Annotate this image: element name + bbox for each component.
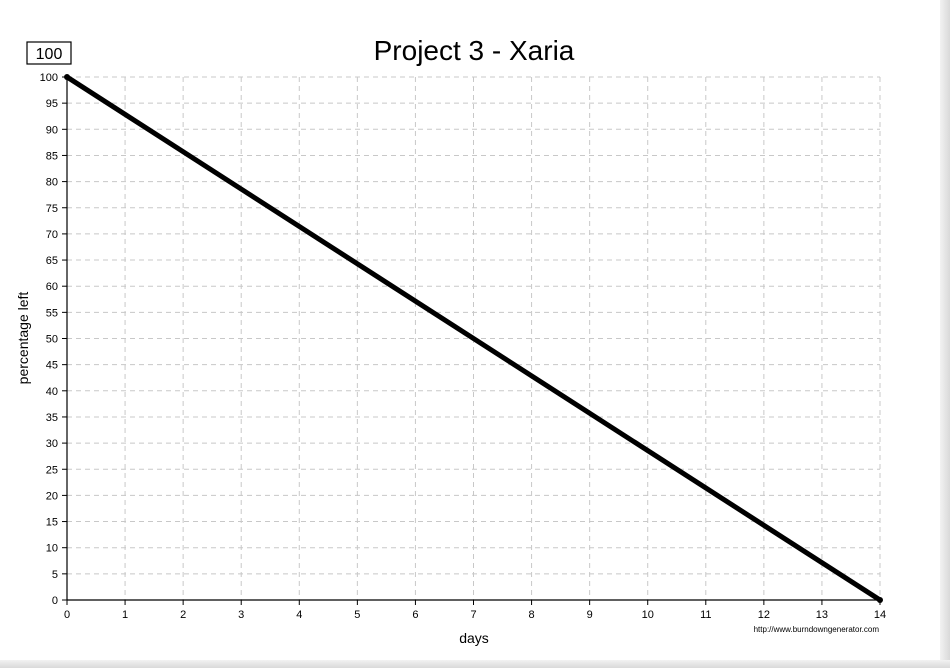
chart-title: Project 3 - Xaria <box>374 35 575 66</box>
data-point <box>64 74 70 80</box>
y-tick-label: 30 <box>46 438 58 450</box>
x-tick-label: 13 <box>816 609 828 621</box>
y-tick-label: 35 <box>46 412 58 424</box>
start-value-badge: 100 <box>36 46 63 63</box>
x-tick-label: 10 <box>642 609 654 621</box>
y-tick-label: 80 <box>46 177 58 189</box>
x-tick-label: 3 <box>238 609 244 621</box>
y-axis-title: percentage left <box>15 292 31 385</box>
x-tick-label: 2 <box>180 609 186 621</box>
x-tick-label: 0 <box>64 609 70 621</box>
series <box>64 74 883 603</box>
y-tick-label: 65 <box>46 255 58 267</box>
y-tick-label: 100 <box>40 72 58 84</box>
axes: 0510152025303540455055606570758085909510… <box>40 72 886 621</box>
x-tick-label: 8 <box>529 609 535 621</box>
x-tick-label: 14 <box>874 609 886 621</box>
x-tick-label: 1 <box>122 609 128 621</box>
y-tick-label: 90 <box>46 124 58 136</box>
burndown-line <box>65 74 882 603</box>
y-tick-label: 20 <box>46 490 58 502</box>
x-axis-title: days <box>459 630 489 646</box>
credit-link[interactable]: http://www.burndowngenerator.com <box>754 625 880 634</box>
x-tick-label: 12 <box>758 609 770 621</box>
y-tick-label: 85 <box>46 150 58 162</box>
x-tick-label: 11 <box>700 609 711 621</box>
labels: 100 Project 3 - Xaria days percentage le… <box>15 35 879 646</box>
y-tick-label: 15 <box>46 517 58 529</box>
y-tick-label: 45 <box>46 360 58 372</box>
y-tick-label: 50 <box>46 334 58 346</box>
y-tick-label: 25 <box>46 464 58 476</box>
x-tick-label: 5 <box>354 609 360 621</box>
y-tick-label: 95 <box>46 98 58 110</box>
y-tick-label: 55 <box>46 307 58 319</box>
x-tick-label: 6 <box>412 609 418 621</box>
x-tick-label: 4 <box>296 609 302 621</box>
data-point <box>877 597 883 603</box>
y-tick-label: 5 <box>52 569 58 581</box>
x-tick-label: 9 <box>587 609 593 621</box>
y-tick-label: 40 <box>46 386 58 398</box>
y-tick-label: 0 <box>52 595 58 607</box>
y-tick-label: 75 <box>46 203 58 215</box>
grid <box>67 76 881 600</box>
y-tick-label: 10 <box>46 543 58 555</box>
start-value-badge-box <box>26 41 72 65</box>
y-tick-label: 60 <box>46 281 58 293</box>
window-edge-bottom <box>0 660 950 668</box>
window-edge-right <box>940 0 950 668</box>
x-tick-label: 7 <box>470 609 476 621</box>
y-tick-label: 70 <box>46 229 58 241</box>
